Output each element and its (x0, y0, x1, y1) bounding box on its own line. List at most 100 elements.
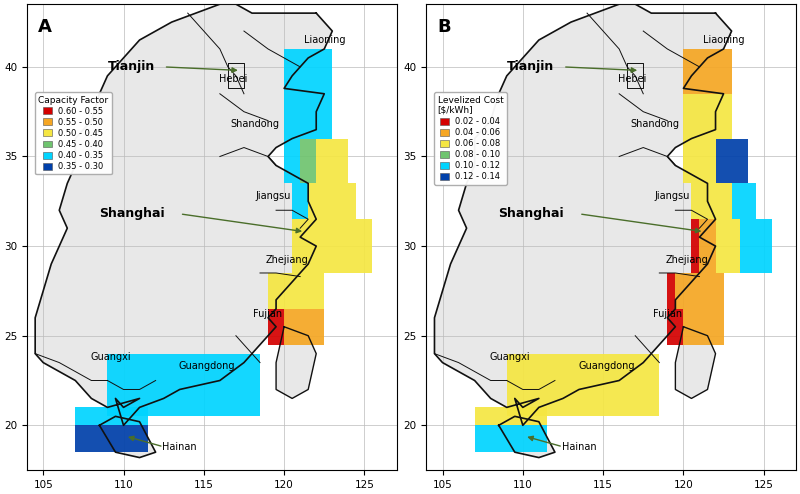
Bar (731, 201, 740, 210)
Bar (75, 434, 83, 443)
Bar (99, 434, 107, 443)
Bar (316, 309, 324, 318)
Bar (490, 408, 498, 416)
Bar (555, 399, 563, 408)
Bar (699, 112, 707, 121)
Bar (300, 157, 308, 165)
Bar (332, 183, 340, 192)
Bar (715, 139, 723, 148)
Bar (316, 76, 324, 85)
Bar (603, 380, 611, 389)
Bar (740, 183, 748, 192)
Bar (284, 165, 292, 174)
Bar (683, 49, 691, 58)
Bar (300, 58, 308, 67)
Bar (308, 112, 316, 121)
Bar (723, 76, 731, 85)
Bar (204, 354, 212, 363)
Bar (340, 139, 348, 148)
Bar (340, 228, 348, 237)
Bar (292, 282, 300, 291)
Bar (683, 58, 691, 67)
Bar (107, 380, 115, 389)
Bar (300, 228, 308, 237)
Bar (228, 399, 236, 408)
Bar (300, 336, 308, 345)
Bar (699, 210, 707, 219)
Bar (99, 425, 107, 434)
Bar (699, 58, 707, 67)
Bar (308, 264, 316, 273)
Bar (308, 139, 316, 148)
Bar (365, 228, 373, 237)
Bar (139, 425, 147, 434)
Bar (683, 174, 691, 183)
Bar (707, 121, 715, 129)
Bar (635, 363, 643, 371)
Bar (731, 237, 740, 246)
Bar (723, 237, 731, 246)
Bar (83, 443, 91, 452)
Bar (188, 408, 196, 416)
Bar (180, 380, 188, 389)
Bar (292, 192, 300, 201)
Bar (579, 363, 587, 371)
Bar (188, 389, 196, 399)
Bar (691, 129, 699, 139)
Bar (268, 309, 276, 318)
Bar (284, 318, 292, 327)
Bar (498, 443, 506, 452)
Bar (643, 371, 651, 380)
Bar (611, 399, 619, 408)
Bar (292, 139, 300, 148)
Bar (675, 273, 683, 282)
Bar (571, 408, 579, 416)
Bar (547, 371, 555, 380)
Text: Hainan: Hainan (162, 442, 197, 452)
Bar (498, 425, 506, 434)
Bar (723, 192, 731, 201)
Bar (244, 363, 252, 371)
Bar (228, 363, 236, 371)
Bar (252, 399, 260, 408)
Bar (603, 399, 611, 408)
Bar (619, 399, 627, 408)
Bar (172, 399, 180, 408)
Text: Jiangsu: Jiangsu (255, 191, 290, 201)
Bar (740, 201, 748, 210)
Bar (756, 237, 764, 246)
Bar (715, 103, 723, 112)
Bar (300, 49, 308, 58)
Bar (180, 354, 188, 363)
Bar (123, 371, 131, 380)
Bar (731, 210, 740, 219)
Bar (523, 416, 531, 425)
Bar (523, 443, 531, 452)
Bar (139, 363, 147, 371)
Bar (308, 255, 316, 264)
Bar (675, 309, 683, 318)
Bar (555, 363, 563, 371)
Bar (156, 408, 164, 416)
Bar (316, 282, 324, 291)
Bar (756, 228, 764, 237)
Bar (196, 399, 204, 408)
Bar (707, 228, 715, 237)
Bar (228, 389, 236, 399)
Bar (748, 228, 756, 237)
Bar (115, 408, 123, 416)
Bar (748, 237, 756, 246)
Bar (300, 210, 308, 219)
Bar (340, 219, 348, 228)
Bar (115, 363, 123, 371)
Bar (123, 434, 131, 443)
Bar (675, 336, 683, 345)
Bar (675, 300, 683, 309)
Bar (482, 425, 490, 434)
Bar (324, 255, 332, 264)
Bar (691, 309, 699, 318)
Text: Guangdong: Guangdong (578, 361, 634, 371)
Bar (316, 157, 324, 165)
Bar (723, 58, 731, 67)
Bar (764, 246, 772, 255)
